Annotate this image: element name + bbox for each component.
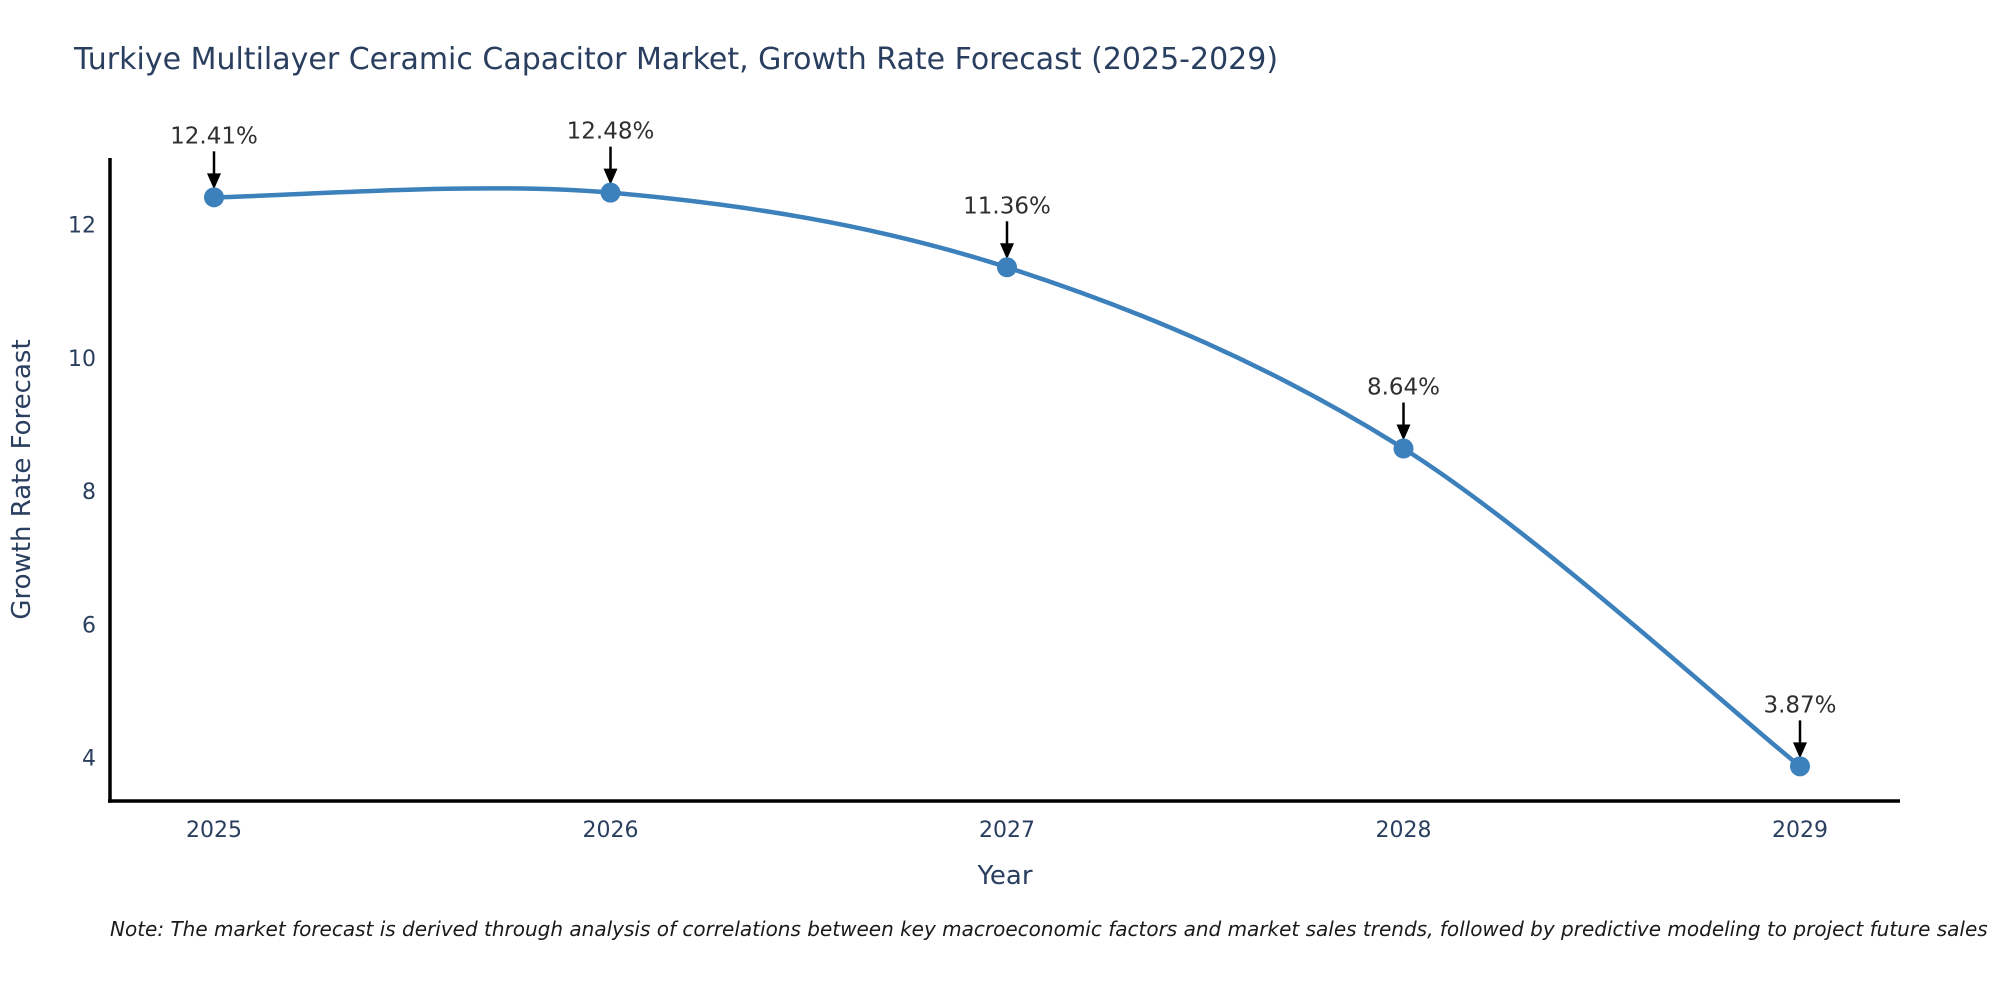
data-point-2028[interactable] bbox=[1393, 438, 1414, 459]
x-axis-title: Year bbox=[976, 861, 1032, 891]
y-tick-label: 10 bbox=[68, 347, 96, 372]
y-axis-title: Growth Rate Forecast bbox=[7, 339, 37, 619]
x-tick-label: 2026 bbox=[583, 818, 639, 843]
x-tick-label: 2027 bbox=[979, 818, 1035, 843]
annotation-arrow-head bbox=[1396, 424, 1411, 441]
forecast-line bbox=[211, 186, 1803, 769]
y-tick-label: 8 bbox=[82, 480, 96, 505]
annotation-arrow-head bbox=[1793, 742, 1807, 759]
data-point-2026[interactable] bbox=[600, 182, 621, 203]
annotation-arrow-head bbox=[603, 168, 618, 185]
data-point-2025[interactable] bbox=[204, 187, 224, 208]
chart-title: Turkiye Multilayer Ceramic Capacitor Mar… bbox=[74, 42, 1279, 77]
y-tick-label: 12 bbox=[68, 214, 96, 239]
point-value-label: 3.87% bbox=[1763, 692, 1836, 718]
annotation-arrow-head bbox=[207, 173, 221, 190]
data-point-2027[interactable] bbox=[997, 257, 1017, 278]
y-tick-label: 6 bbox=[82, 613, 96, 638]
x-tick-label: 2028 bbox=[1376, 818, 1432, 843]
data-point-2029[interactable] bbox=[1790, 756, 1810, 777]
x-tick-label: 2025 bbox=[186, 818, 242, 843]
point-value-label: 11.36% bbox=[963, 193, 1051, 219]
point-value-label: 8.64% bbox=[1367, 375, 1440, 401]
point-value-label: 12.41% bbox=[170, 123, 258, 149]
annotation-arrow-head bbox=[1000, 243, 1014, 260]
y-tick-label: 4 bbox=[82, 747, 96, 772]
footnote: Note: The market forecast is derived thr… bbox=[110, 917, 1988, 941]
point-value-label: 12.48% bbox=[567, 119, 655, 145]
x-tick-label: 2029 bbox=[1772, 818, 1828, 843]
